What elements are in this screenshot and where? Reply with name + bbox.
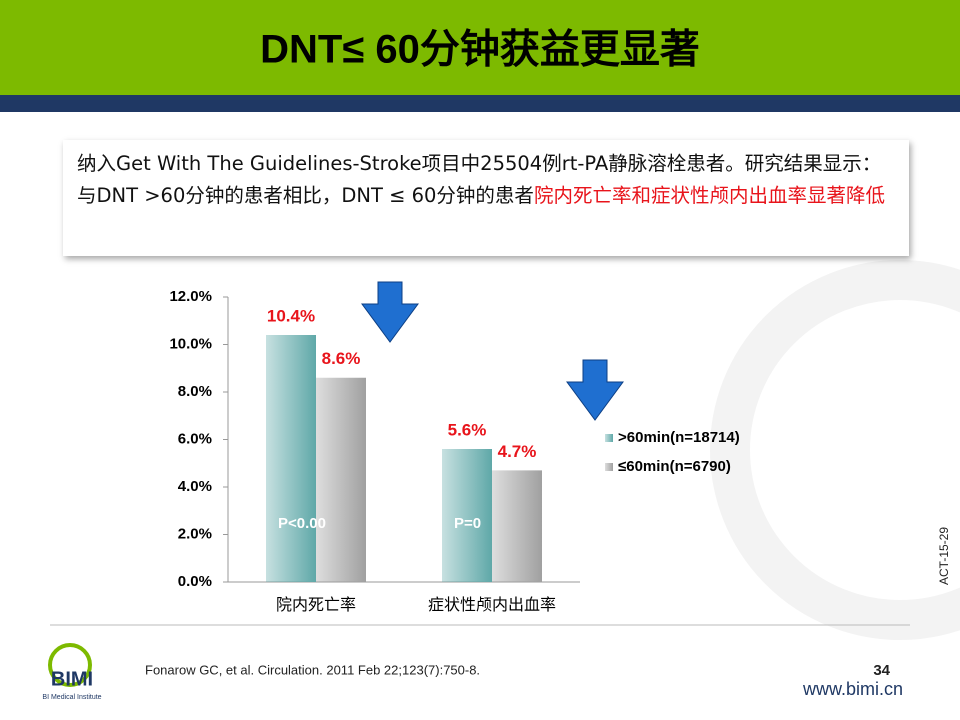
x-tick-label: 症状性颅内出血率	[428, 596, 556, 614]
logo-sub: BI Medical Institute	[42, 694, 101, 701]
legend-label: >60min(n=18714)	[618, 429, 740, 446]
text-box: 纳入Get With The Guidelines-Stroke项目中25504…	[63, 140, 909, 256]
box-highlight: 院内死亡率和症状性颅内出血率显著降低	[533, 184, 885, 207]
p-value: P=0	[454, 515, 481, 532]
reference: Fonarow GC, et al. Circulation. 2011 Feb…	[145, 662, 480, 677]
watermark	[710, 260, 960, 640]
value-label: 5.6%	[448, 420, 487, 439]
logo-mark	[48, 643, 92, 687]
arrow	[566, 359, 624, 421]
p-value: P<0.00	[278, 515, 326, 532]
header-bar	[0, 95, 960, 112]
bar	[492, 470, 542, 582]
value-label: 10.4%	[267, 306, 315, 325]
value-label: 8.6%	[322, 349, 361, 368]
legend-swatch	[605, 463, 613, 471]
x-tick-label: 院内死亡率	[276, 596, 356, 614]
website: www.bimi.cn	[802, 679, 903, 699]
y-tick-label: 4.0%	[178, 478, 212, 495]
y-tick-label: 6.0%	[178, 430, 212, 447]
page-number: 34	[873, 662, 890, 679]
bar	[266, 335, 316, 582]
arrow	[361, 281, 419, 343]
bar	[442, 449, 492, 582]
y-tick-label: 0.0%	[178, 573, 212, 590]
legend-swatch	[605, 434, 613, 442]
value-label: 4.7%	[498, 442, 537, 461]
slide-title: DNT≤ 60分钟获益更显著	[260, 28, 700, 72]
logo: BIMI	[51, 668, 93, 690]
bar	[316, 377, 366, 582]
slide-code: ACT-15-29	[937, 527, 951, 585]
y-tick-label: 2.0%	[178, 525, 212, 542]
y-tick-label: 10.0%	[169, 335, 212, 352]
box-text: 纳入Get With The Guidelines-Stroke项目中25504…	[77, 152, 882, 207]
y-tick-label: 12.0%	[169, 288, 212, 305]
legend-label: ≤60min(n=6790)	[618, 458, 731, 475]
y-tick-label: 8.0%	[178, 383, 212, 400]
header-band	[0, 0, 960, 95]
